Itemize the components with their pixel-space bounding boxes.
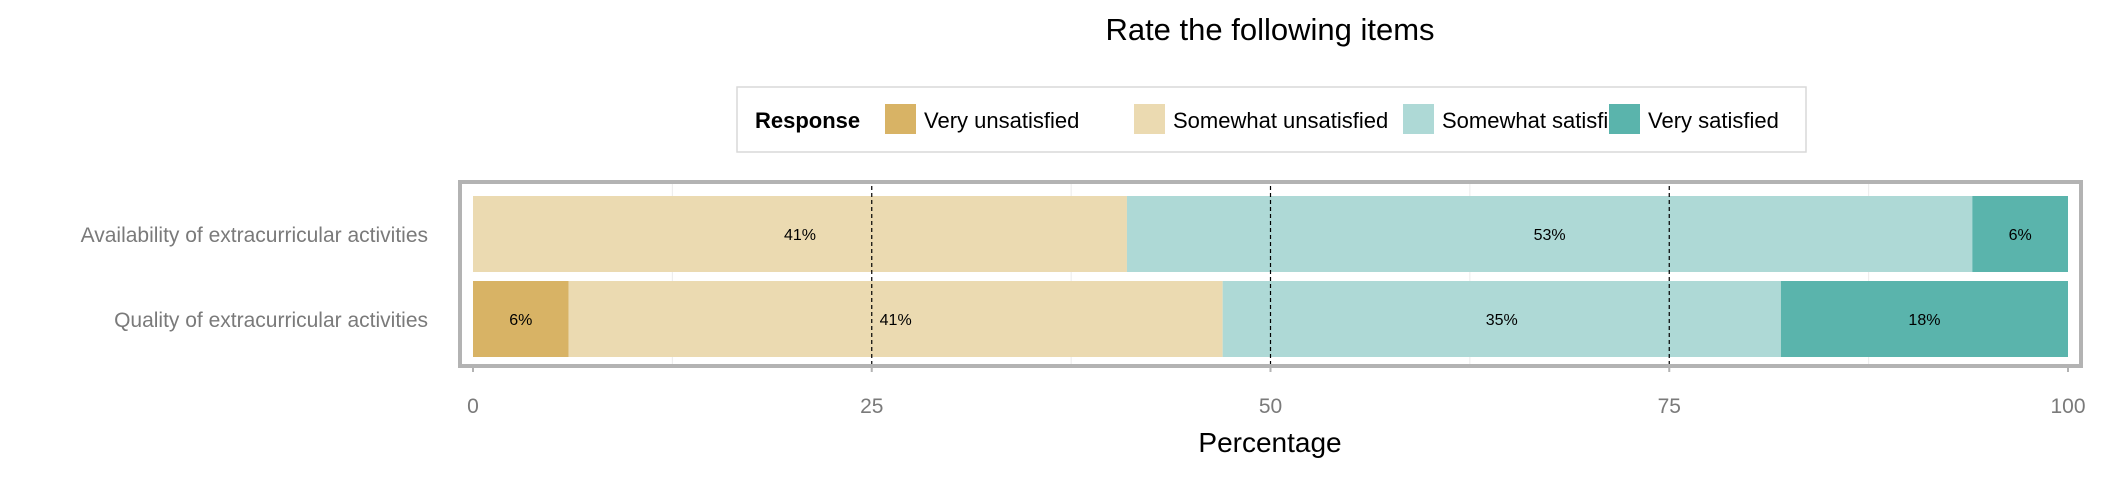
x-tick-label: 100 (2050, 395, 2085, 418)
x-axis-title: Percentage (1198, 427, 1341, 458)
x-tick-label: 75 (1658, 395, 1681, 418)
legend-label: Very unsatisfied (924, 108, 1079, 133)
legend-title: Response (755, 108, 860, 133)
data-label: 18% (1908, 312, 1940, 329)
x-tick-label: 50 (1259, 395, 1282, 418)
category-label: Quality of extracurricular activities (114, 309, 428, 332)
data-label: 35% (1486, 312, 1518, 329)
bar-segment (568, 281, 1223, 357)
legend-key (1134, 104, 1165, 134)
legend-key (1403, 104, 1434, 134)
plot-area: 41% 53% 6% Availability of extracurricular … (81, 180, 2086, 418)
bar-segment (473, 196, 1127, 272)
legend-label: Somewhat unsatisfied (1173, 108, 1388, 133)
bar-segment (1222, 281, 1781, 357)
legend-label: Somewhat satisfied (1442, 108, 1633, 133)
data-label: 53% (1534, 227, 1566, 244)
legend-key (1609, 104, 1640, 134)
x-tick-label: 25 (860, 395, 883, 418)
legend: Response Very unsatisfied Somewhat unsatis… (736, 86, 1807, 153)
data-label: 41% (784, 227, 816, 244)
data-label: 6% (509, 312, 532, 329)
data-label: 6% (2009, 227, 2032, 244)
x-tick-label: 0 (467, 395, 479, 418)
category-label: Availability of extracurricular activiti… (81, 224, 428, 247)
bar-segment (1780, 281, 2068, 357)
bar-segment (1972, 196, 2068, 272)
bar-segment (1126, 196, 1973, 272)
legend-key (885, 104, 916, 134)
data-label: 41% (880, 312, 912, 329)
chart-title: Rate the following items (1105, 12, 1434, 47)
legend-label: Very satisfied (1648, 108, 1779, 133)
bar-segment (473, 281, 569, 357)
